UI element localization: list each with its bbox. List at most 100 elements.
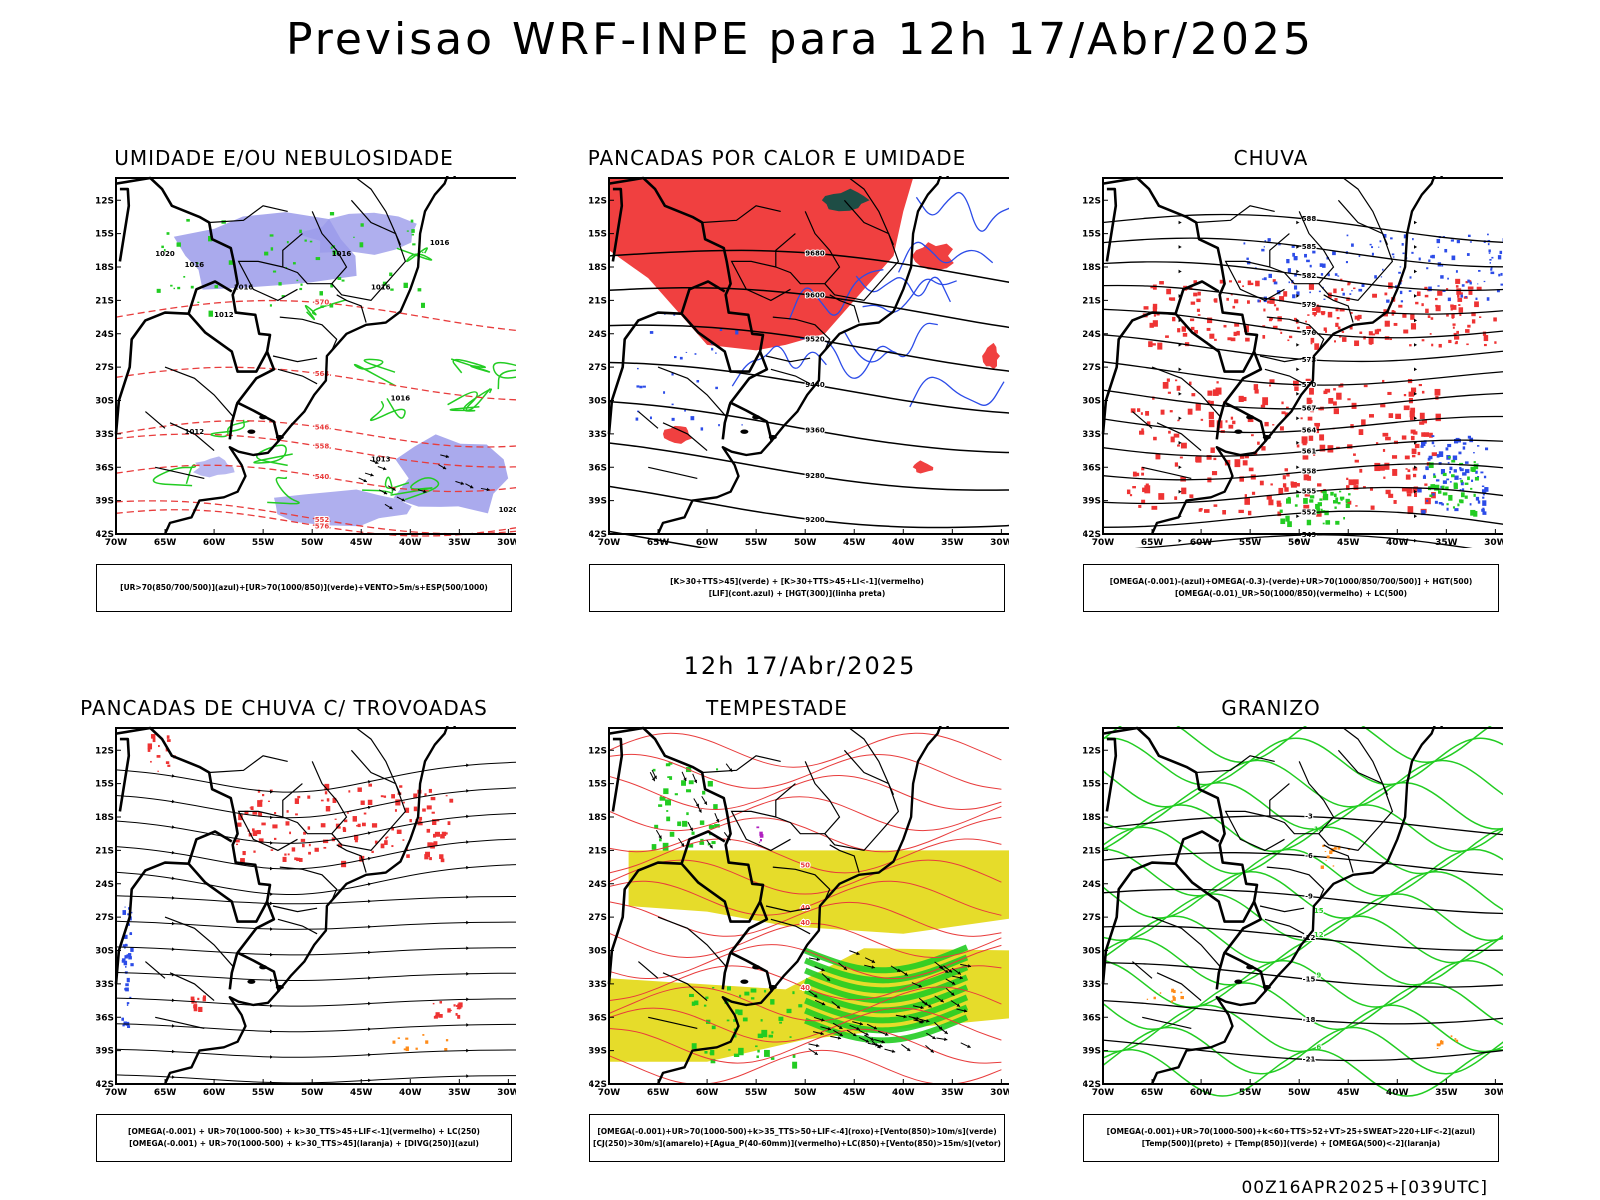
rain-green: [1285, 515, 1290, 522]
state-border: [1151, 366, 1222, 418]
wind-fill: [691, 1043, 697, 1049]
streamline-arrow: [1414, 514, 1418, 519]
rain-red: [1391, 455, 1398, 459]
rain-green: [1446, 503, 1449, 506]
pressure-label: 1016: [185, 261, 205, 269]
wind-fill: [733, 1033, 737, 1038]
lat-label: 30S: [96, 947, 114, 957]
lat-label: 42S: [1083, 530, 1101, 540]
thunder-red: [320, 799, 324, 802]
rain-blue: [1296, 291, 1300, 296]
state-border: [662, 422, 708, 452]
divergence-blue: [129, 996, 132, 999]
thunder-red: [273, 837, 277, 840]
rain-red: [1177, 444, 1180, 447]
divergence-blue: [123, 960, 128, 966]
wind-vector: [460, 481, 464, 485]
wind-fill: [713, 804, 718, 810]
rain-green: [1338, 490, 1342, 493]
rain-red: [1155, 454, 1161, 460]
lif-speckle: [735, 330, 739, 335]
rain-red: [1141, 472, 1145, 476]
thunder-red: [439, 854, 444, 860]
rain-red: [1403, 405, 1410, 411]
rain-red: [1228, 424, 1234, 429]
rain-red: [1300, 417, 1303, 420]
contour-label: 9520: [805, 336, 825, 344]
height-contour: [1102, 486, 1503, 505]
green-speckle: [417, 288, 422, 292]
streamline-arrow: [1296, 440, 1300, 445]
rain-red: [1471, 312, 1476, 317]
wind-fill: [709, 1052, 714, 1055]
map-tempestade[interactable]: 5040404012S15S18S21S24S27S30S33S36S39S42…: [589, 726, 1009, 1098]
divergence-blue: [125, 983, 129, 987]
temp850-contour: [1102, 1026, 1503, 1075]
rain-blue: [1467, 435, 1471, 439]
rain-red: [1335, 322, 1339, 327]
rain-green: [1429, 494, 1433, 497]
wind-fill: [654, 824, 659, 829]
thunder-red: [431, 811, 435, 814]
thunder-red: [429, 857, 432, 861]
rain-red: [1458, 304, 1461, 306]
thunder-red: [380, 795, 384, 798]
lat-label: 27S: [589, 363, 607, 373]
rain-blue: [1309, 264, 1312, 268]
rain-red: [1465, 281, 1469, 284]
wind-fill: [756, 1055, 759, 1059]
rain-blue: [1306, 259, 1310, 263]
map-granizo[interactable]: 18151296-3-6-9-12-15-18-2112S15S18S21S24…: [1083, 726, 1503, 1098]
rain-red: [1284, 412, 1289, 417]
rain-red: [1151, 505, 1158, 510]
wind-fill: [659, 838, 662, 842]
thunder-red: [282, 856, 287, 862]
rain-blue: [1312, 250, 1316, 254]
temp850-contour: [1102, 759, 1503, 808]
rain-red: [1253, 384, 1259, 391]
rain-red: [1320, 311, 1326, 315]
thunder-red: [433, 841, 438, 847]
rain-red: [1228, 280, 1232, 283]
wind-vector: [683, 777, 687, 782]
rain-blue: [1423, 440, 1427, 444]
rain-green: [1345, 501, 1348, 504]
wind-vector: [944, 969, 949, 973]
streamline-arrow: [466, 1048, 470, 1053]
state-border: [1224, 810, 1285, 852]
rain-blue: [1462, 472, 1467, 476]
wind-fill: [710, 1058, 716, 1064]
rain-blue: [1399, 266, 1402, 268]
divergence-blue: [126, 1002, 130, 1005]
wind-fill: [712, 987, 715, 989]
rain-blue: [1500, 283, 1503, 286]
height-contour: [1102, 439, 1503, 457]
rain-red: [1307, 475, 1312, 481]
wind-vector: [950, 992, 955, 996]
wind-vector: [957, 971, 961, 975]
map-umidade[interactable]: 5705645585525465405761020101610121016101…: [96, 176, 516, 548]
precip-water-contour: [608, 816, 1002, 853]
wind-vector: [382, 466, 387, 471]
map-chuva[interactable]: 5885855825795765735705675645615585555525…: [1083, 176, 1503, 548]
omega-orange: [1436, 1043, 1441, 1047]
rain-green: [1460, 492, 1465, 498]
green-speckle: [389, 272, 393, 277]
rain-blue: [1436, 454, 1440, 458]
lon-label: 35W: [941, 538, 964, 548]
panel-legend: [UR>70(850/700/500)](azul)+[UR>70(1000/8…: [96, 564, 512, 612]
wind-vector: [651, 777, 655, 782]
wind-fill: [770, 999, 775, 1005]
wind-vector: [689, 827, 693, 832]
wind-fill: [714, 824, 720, 828]
wind-vector: [930, 1049, 934, 1053]
rain-blue: [1484, 487, 1489, 492]
lat-label: 27S: [1083, 363, 1101, 373]
rain-red: [1418, 383, 1422, 387]
map-pancadas-calor[interactable]: 9680960095209440936092809200912012S15S18…: [589, 176, 1009, 548]
rain-blue: [1257, 299, 1260, 303]
moisture-contour: [492, 361, 516, 390]
state-border: [1266, 866, 1325, 901]
streamline: [115, 920, 516, 930]
